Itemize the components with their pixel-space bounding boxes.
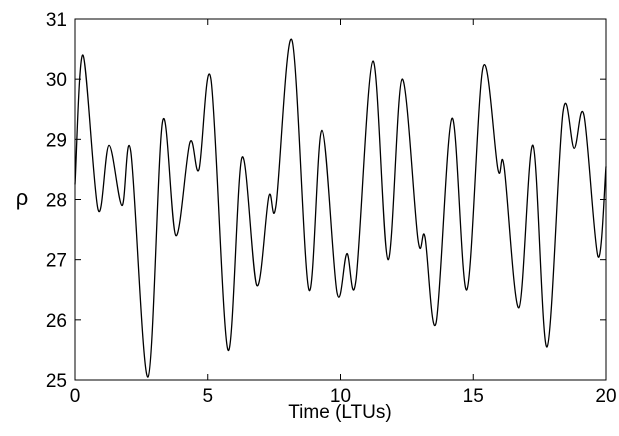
x-tick-label: 10 (330, 386, 351, 407)
plot-frame (74, 18, 607, 381)
y-tick-label: 30 (46, 70, 67, 91)
x-axis-label: Time (LTUs) (288, 402, 391, 423)
y-tick-label: 27 (46, 251, 67, 272)
y-tick-label: 29 (46, 130, 67, 151)
y-tick-label: 25 (46, 371, 67, 392)
x-tick-label: 20 (595, 386, 616, 407)
x-tick-label: 15 (463, 386, 484, 407)
y-tick-label: 28 (46, 191, 67, 212)
y-axis-label: ρ (16, 185, 29, 210)
x-tick-label: 0 (70, 386, 81, 407)
x-tick-label: 5 (202, 386, 213, 407)
y-tick-label: 31 (46, 10, 67, 31)
y-tick-label: 26 (46, 311, 67, 332)
line-series (74, 38, 607, 378)
